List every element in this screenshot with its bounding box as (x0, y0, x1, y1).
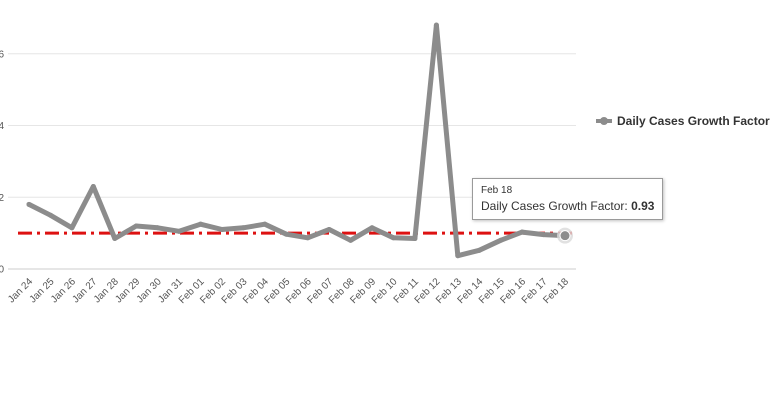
data-point[interactable] (348, 237, 354, 243)
data-point[interactable] (47, 212, 53, 218)
data-point[interactable] (390, 235, 396, 241)
y-axis-ticks: 0 2 4 6 (0, 49, 4, 275)
data-point[interactable] (541, 232, 547, 238)
data-point[interactable] (476, 247, 482, 253)
y-tick-label: 4 (0, 121, 4, 132)
tooltip: Feb 18 Daily Cases Growth Factor: 0.93 (472, 178, 664, 220)
data-point[interactable] (133, 223, 139, 229)
tooltip-label: Daily Cases Growth Factor: (481, 199, 628, 213)
data-point[interactable] (519, 229, 525, 235)
data-point[interactable] (283, 231, 289, 237)
data-point[interactable] (455, 253, 461, 259)
data-points (26, 22, 573, 259)
data-point[interactable] (26, 201, 32, 207)
data-point[interactable] (198, 221, 204, 227)
series-line[interactable] (26, 22, 568, 259)
data-point[interactable] (498, 237, 504, 243)
data-point[interactable] (433, 22, 439, 28)
data-point[interactable] (326, 227, 332, 233)
data-point[interactable] (240, 225, 246, 231)
data-point[interactable] (176, 228, 182, 234)
data-point[interactable] (219, 227, 225, 233)
data-point[interactable] (369, 225, 375, 231)
legend-line-marker-icon (596, 116, 612, 126)
legend-item[interactable]: Daily Cases Growth Factor (596, 114, 770, 128)
data-point[interactable] (90, 184, 96, 190)
data-point[interactable] (262, 221, 268, 227)
legend-label: Daily Cases Growth Factor (617, 114, 770, 128)
y-tick-label: 6 (0, 49, 4, 60)
data-point[interactable] (69, 225, 75, 231)
y-tick-label: 2 (0, 193, 4, 204)
tooltip-date: Feb 18 (481, 185, 513, 196)
tooltip-body: Daily Cases Growth Factor: 0.93 (481, 199, 654, 213)
tooltip-value: 0.93 (631, 199, 655, 213)
data-point[interactable] (112, 236, 118, 242)
y-tick-label: 0 (0, 265, 4, 276)
data-point[interactable] (412, 236, 418, 242)
data-point[interactable] (305, 235, 311, 241)
data-point[interactable] (155, 225, 161, 231)
hovered-data-point[interactable] (559, 230, 571, 242)
